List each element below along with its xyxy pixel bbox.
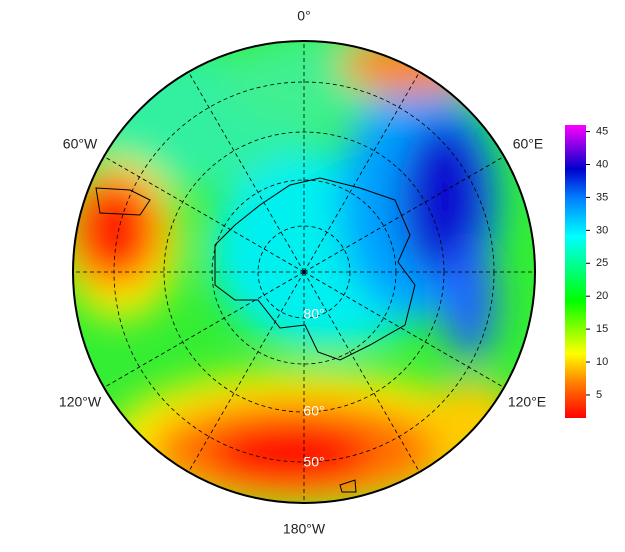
graticule-labels: 0° 60°E 120°E 180°W 120°W 60°W 80° 60° 50°: [59, 8, 546, 537]
longitude-label: 180°W: [283, 521, 326, 537]
meridian: [303, 156, 505, 273]
colorbar-tick-label: 25: [596, 257, 608, 269]
latitude-label: 60°: [303, 403, 324, 419]
latitude-label: 80°: [303, 306, 324, 322]
meridian: [188, 71, 305, 273]
meridian: [303, 271, 420, 473]
meridian: [303, 71, 420, 273]
meridian: [103, 271, 305, 388]
colorbar-tick-label: 35: [596, 191, 608, 203]
longitude-label: 120°W: [59, 394, 102, 410]
colorbar-scale: [565, 125, 586, 418]
colorbar-tick-label: 40: [596, 158, 608, 170]
colorbar-tick-label: 5: [596, 389, 602, 401]
latitude-label: 50°: [303, 454, 324, 470]
meridian: [103, 156, 305, 273]
colorbar-tick-label: 10: [596, 356, 608, 368]
longitude-label: 120°E: [508, 394, 546, 410]
meridian: [303, 271, 505, 388]
south-america-coastline: [95, 187, 151, 216]
colorbar-tick-label: 15: [596, 323, 608, 335]
colorbar-tick-label: 45: [596, 125, 608, 137]
colorbar: 5 10 15 20 25 30 35 40 45: [565, 125, 608, 418]
longitude-label: 60°W: [63, 136, 98, 152]
longitude-label: 0°: [297, 8, 310, 24]
meridian: [188, 271, 305, 473]
antarctica-coastline: [214, 177, 416, 361]
new-zealand-coastline: [339, 479, 357, 493]
graticule: [73, 41, 535, 503]
longitude-label: 60°E: [513, 136, 544, 152]
colorbar-tick-label: 30: [596, 224, 608, 236]
colorbar-tick-label: 20: [596, 290, 608, 302]
map-boundary: [72, 40, 536, 504]
